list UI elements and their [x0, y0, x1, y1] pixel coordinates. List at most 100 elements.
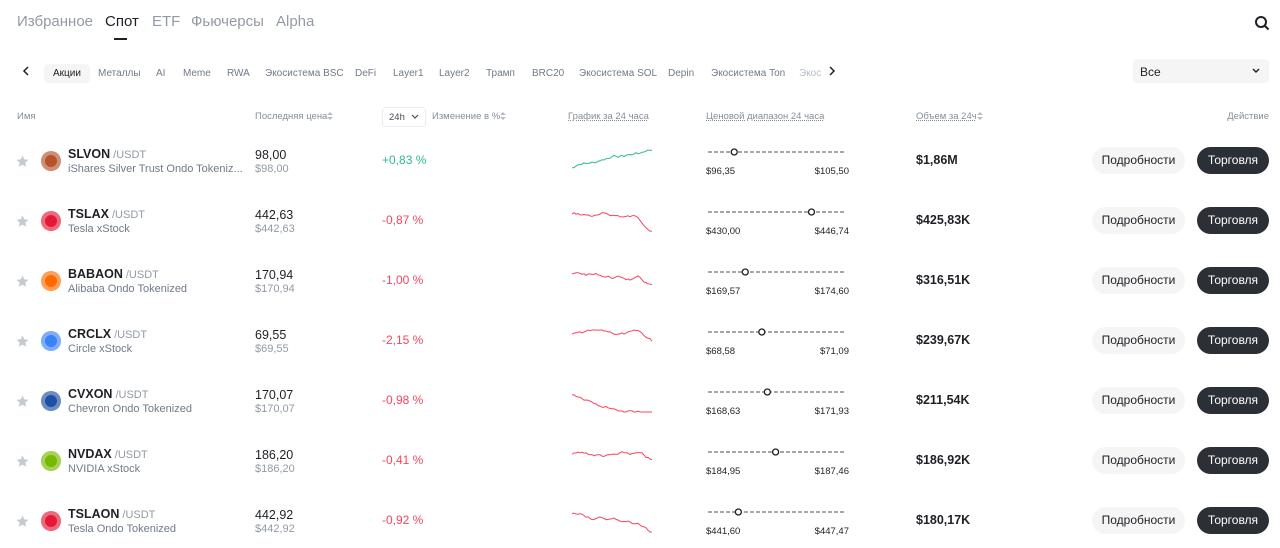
quote: /USDT [115, 389, 149, 401]
top-tab[interactable]: Фьючерсы [191, 13, 264, 30]
range-low: $96,35 [706, 166, 736, 177]
favorite-star[interactable] [16, 335, 29, 348]
trade-button[interactable]: Торговля [1197, 207, 1269, 234]
period-select[interactable]: 24h [382, 107, 426, 127]
symbol[interactable]: CVXON/USDT [68, 387, 148, 401]
change: -0,92 % [382, 513, 424, 527]
range-low: $168,63 [706, 406, 741, 417]
symbol[interactable]: CRCLX/USDT [68, 327, 147, 341]
top-tab[interactable]: ETF [152, 13, 181, 30]
trade-button[interactable]: Торговля [1197, 147, 1269, 174]
category-chip[interactable]: Layer2 [439, 68, 470, 79]
range-low: $430,00 [706, 226, 741, 237]
ticker: SLVON [68, 147, 111, 161]
symbol[interactable]: SLVON/USDT [68, 147, 146, 161]
category-chip[interactable]: BRC20 [532, 68, 565, 79]
price-usd: $186,20 [255, 463, 295, 475]
volume: $239,67K [916, 333, 971, 347]
price-usd: $170,07 [255, 403, 295, 415]
last-price: 442,92 [255, 508, 294, 522]
category-chip[interactable]: Трамп [486, 68, 515, 79]
trade-button[interactable]: Торговля [1197, 447, 1269, 474]
category-chip[interactable]: Металлы [98, 68, 141, 79]
volume: $180,17K [916, 513, 971, 527]
last-price: 170,07 [255, 388, 294, 402]
category-chip[interactable]: Экосистема SOL [579, 68, 658, 79]
top-tab[interactable]: Alpha [276, 13, 315, 30]
scroll-right[interactable] [826, 65, 838, 77]
sparkline [572, 512, 652, 533]
details-button[interactable]: Подробности [1092, 147, 1185, 174]
details-button[interactable]: Подробности [1092, 327, 1185, 354]
search-icon[interactable] [1254, 15, 1270, 31]
favorite-star[interactable] [16, 395, 29, 408]
last-price: 170,94 [255, 268, 294, 282]
quote: /USDT [114, 449, 148, 461]
filter-select[interactable]: Все [1133, 59, 1269, 83]
range-bar [708, 388, 846, 396]
details-button[interactable]: Подробности [1092, 507, 1185, 534]
col-range: Ценовой диапазон 24 часа [706, 111, 825, 122]
last-price: 442,63 [255, 208, 294, 222]
range-low: $68,58 [706, 346, 736, 357]
sort-icon [500, 112, 506, 120]
category-chip[interactable]: Meme [183, 68, 211, 79]
range-bar [708, 208, 846, 216]
favorite-star[interactable] [16, 455, 29, 468]
ticker: CVXON [68, 387, 113, 401]
category-chip[interactable]: Экосистема Ton [711, 68, 786, 79]
symbol[interactable]: BABAON/USDT [68, 267, 159, 281]
quote: /USDT [111, 209, 145, 221]
volume: $316,51K [916, 273, 971, 287]
asset-name: Tesla Ondo Tokenized [68, 523, 177, 535]
favorite-star[interactable] [16, 275, 29, 288]
category-chip[interactable]: AI [156, 68, 166, 79]
category-chip[interactable]: RWA [227, 68, 250, 79]
symbol[interactable]: TSLAON/USDT [68, 507, 155, 521]
trade-button[interactable]: Торговля [1197, 267, 1269, 294]
chevron [1252, 68, 1260, 73]
category-chip[interactable]: Layer1 [393, 68, 424, 79]
favorite-star[interactable] [16, 515, 29, 528]
trade-button[interactable]: Торговля [1197, 327, 1269, 354]
details-button[interactable]: Подробности [1092, 447, 1185, 474]
change: -0,87 % [382, 213, 424, 227]
top-tab[interactable]: Избранное [17, 13, 94, 30]
favorite-star[interactable] [16, 215, 29, 228]
trade-button[interactable]: Торговля [1197, 387, 1269, 414]
details-button[interactable]: Подробности [1092, 207, 1185, 234]
sparkline [572, 394, 652, 413]
col-price[interactable]: Последняя цена [255, 111, 328, 122]
coin-icon [41, 331, 61, 351]
category-chip[interactable]: Акции [44, 64, 90, 83]
category-chip[interactable]: Depin [668, 68, 695, 79]
scroll-left[interactable] [20, 65, 32, 77]
sort-icon [977, 112, 983, 120]
col-volume[interactable]: Объем за 24ч [916, 111, 977, 122]
symbol[interactable]: TSLAX/USDT [68, 207, 145, 221]
price-usd: $442,92 [255, 523, 295, 535]
range-bar [708, 508, 846, 516]
change: -2,15 % [382, 333, 424, 347]
category-chip[interactable]: Экосистема BSC [265, 68, 344, 79]
range-high: $171,93 [814, 406, 849, 417]
trade-button[interactable]: Торговля [1197, 507, 1269, 534]
volume: $186,92K [916, 453, 971, 467]
sparkline [572, 149, 653, 169]
symbol[interactable]: NVDAX/USDT [68, 447, 148, 461]
price-usd: $170,94 [255, 283, 295, 295]
quote: /USDT [125, 269, 159, 281]
change: -0,41 % [382, 453, 424, 467]
favorite-star[interactable] [16, 155, 29, 168]
col-change[interactable]: Изменение в % [432, 111, 501, 122]
category-chip[interactable]: DeFi [355, 68, 377, 79]
range-low: $441,60 [706, 526, 741, 537]
range-bar [708, 448, 846, 456]
top-tab[interactable]: Спот [105, 13, 139, 30]
details-button[interactable]: Подробности [1092, 267, 1185, 294]
filter-value: Все [1140, 65, 1161, 79]
col-chart: График за 24 часа [568, 111, 649, 122]
col-action: Действие [1227, 111, 1269, 122]
details-button[interactable]: Подробности [1092, 387, 1185, 414]
category-chip[interactable]: Экос [799, 68, 822, 79]
